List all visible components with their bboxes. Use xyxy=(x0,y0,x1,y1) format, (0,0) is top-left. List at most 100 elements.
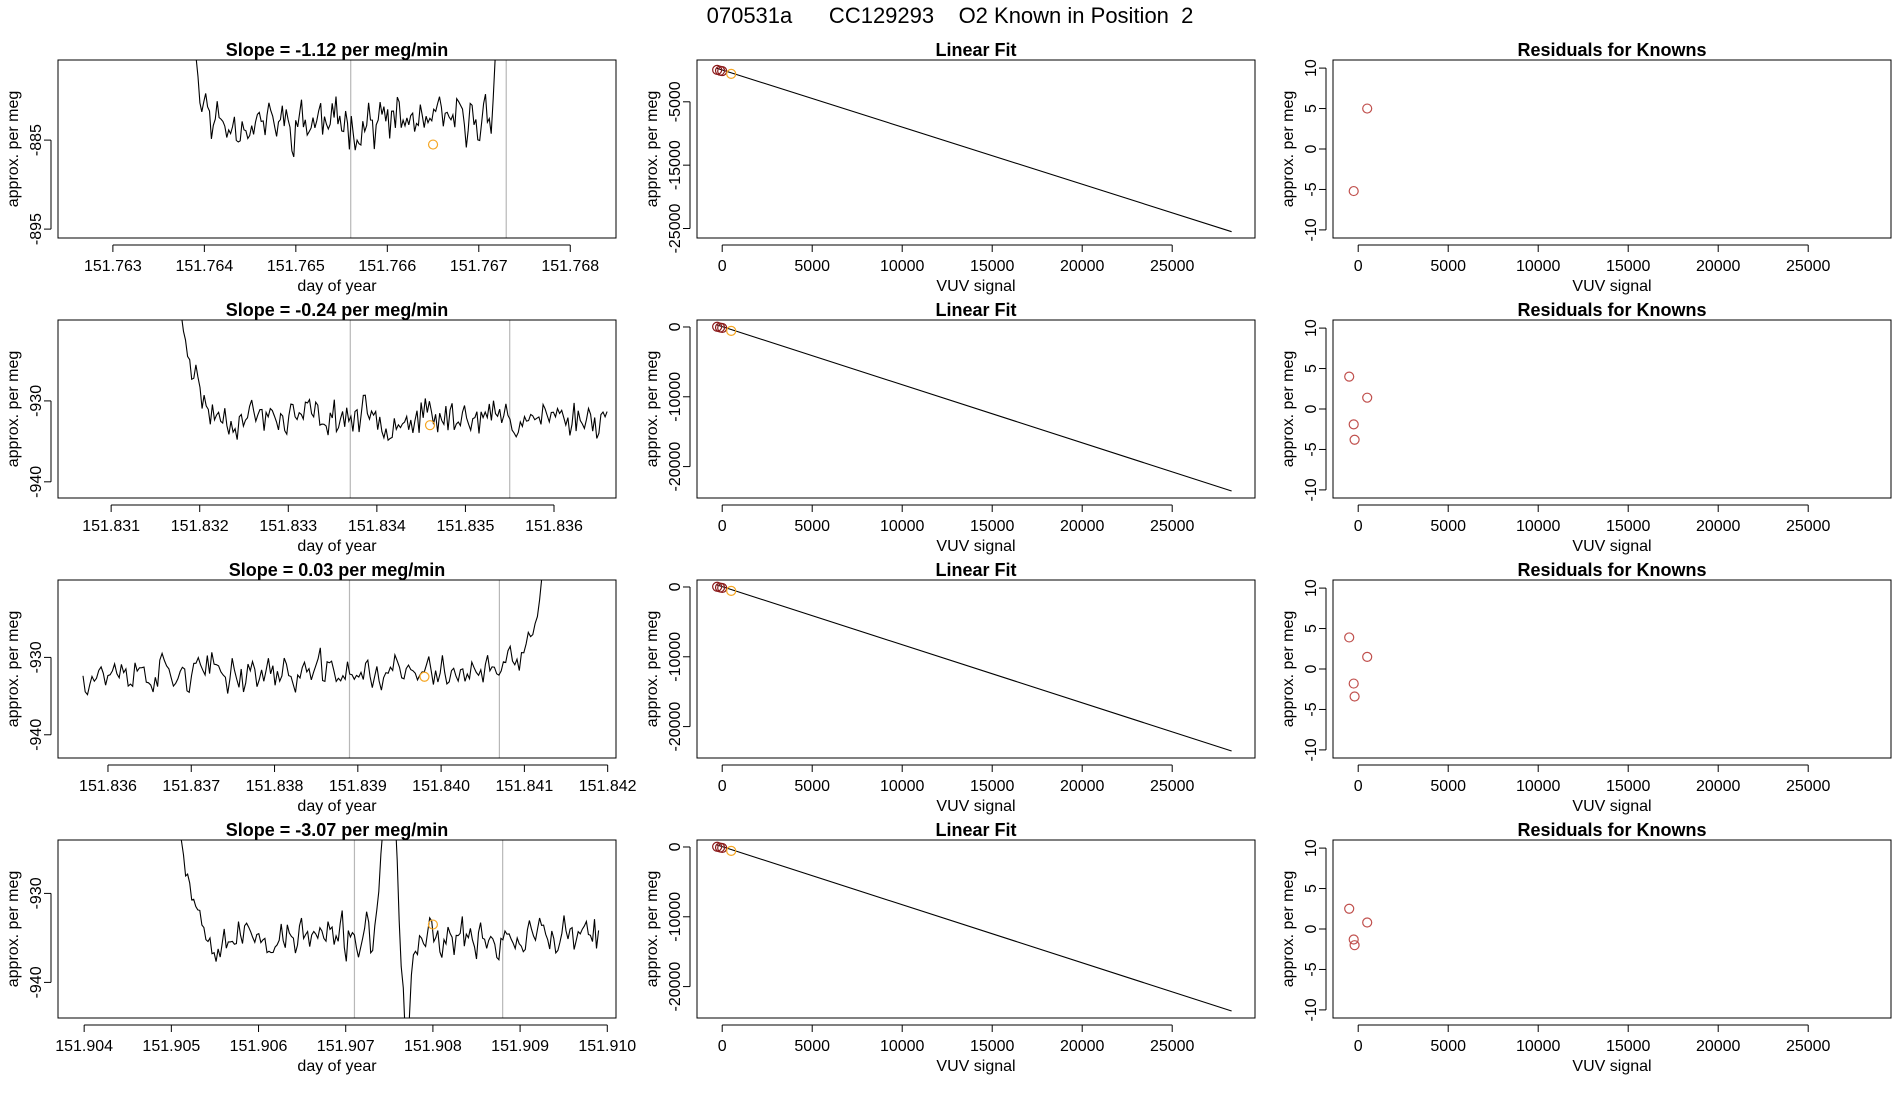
y-axis-label: approx. per meg xyxy=(644,351,661,468)
x-axis-label: VUV signal xyxy=(1572,798,1651,815)
x-tick-label: 151.835 xyxy=(437,518,495,535)
y-tick-label: -930 xyxy=(28,877,45,909)
y-tick-label: -10000 xyxy=(667,372,684,422)
x-tick-label: 15000 xyxy=(970,1038,1015,1055)
plot-area xyxy=(1344,632,1373,702)
x-tick-label: 20000 xyxy=(1696,778,1741,795)
x-tick-label: 5000 xyxy=(794,1038,830,1055)
y-axis-label: approx. per meg xyxy=(5,91,22,208)
x-tick-label: 0 xyxy=(1354,258,1363,275)
y-tick-label: 10 xyxy=(1303,839,1320,857)
x-tick-label: 151.910 xyxy=(578,1038,636,1055)
fit-line xyxy=(716,67,1232,233)
x-tick-label: 151.907 xyxy=(317,1038,375,1055)
x-tick-label: 0 xyxy=(1354,518,1363,535)
y-tick-label: -885 xyxy=(28,124,45,156)
x-tick-label: 151.840 xyxy=(412,778,470,795)
x-tick-label: 151.764 xyxy=(175,258,233,275)
x-tick-label: 151.838 xyxy=(246,778,304,795)
x-axis-label: VUV signal xyxy=(936,538,1015,555)
plot-area xyxy=(82,580,543,758)
x-tick-label: 10000 xyxy=(880,1038,925,1055)
plot-frame xyxy=(696,839,1256,1019)
fit-line xyxy=(716,844,1232,1012)
y-tick-label: -895 xyxy=(28,213,45,245)
x-axis-label: VUV signal xyxy=(1572,1058,1651,1075)
x-tick-label: 5000 xyxy=(794,258,830,275)
x-tick-label: 15000 xyxy=(1606,1038,1651,1055)
x-tick-label: 151.768 xyxy=(541,258,599,275)
y-tick-label: 0 xyxy=(667,322,684,331)
y-tick-label: -5 xyxy=(1303,442,1320,456)
x-tick-label: 5000 xyxy=(1430,258,1466,275)
x-tick-label: 151.763 xyxy=(84,258,142,275)
known-point xyxy=(717,842,728,854)
residual-point xyxy=(1362,103,1373,114)
x-tick-label: 25000 xyxy=(1150,518,1195,535)
y-tick-label: -940 xyxy=(28,966,45,998)
x-tick-label: 20000 xyxy=(1060,778,1105,795)
panel-slope-row-1: Slope = -1.12 per meg/min 151.763 151.764 1… xyxy=(5,40,617,295)
y-tick-label: -10 xyxy=(1303,218,1320,241)
residual-point xyxy=(1362,917,1373,928)
known-point xyxy=(717,65,728,77)
x-tick-label: 151.837 xyxy=(162,778,220,795)
x-tick-label: 20000 xyxy=(1060,518,1105,535)
y-tick-label: -5 xyxy=(1303,962,1320,976)
x-tick-label: 25000 xyxy=(1150,778,1195,795)
residual-point xyxy=(1344,903,1355,914)
x-tick-label: 0 xyxy=(718,518,727,535)
residual-point xyxy=(1344,371,1355,382)
x-tick-label: 25000 xyxy=(1150,258,1195,275)
x-tick-label: 10000 xyxy=(880,258,925,275)
panel-residuals-row-3: Residuals for Knowns 0 5000 10000 15000 20000… xyxy=(1280,560,1892,815)
y-tick-label: -5 xyxy=(1303,182,1320,196)
plot-frame xyxy=(57,839,617,1019)
plot-area xyxy=(195,60,507,238)
y-tick-label: -5000 xyxy=(667,81,684,122)
x-tick-label: 151.833 xyxy=(259,518,317,535)
plot-area xyxy=(180,840,600,1018)
x-tick-label: 20000 xyxy=(1060,1038,1105,1055)
x-tick-label: 151.905 xyxy=(142,1038,200,1055)
data-series-line xyxy=(181,320,608,442)
y-tick-label: 5 xyxy=(1303,884,1320,893)
plot-area xyxy=(1348,103,1373,197)
chart-title: Slope = 0.03 per meg/min xyxy=(229,560,446,580)
x-tick-label: 151.839 xyxy=(329,778,387,795)
plot-frame xyxy=(696,59,1256,239)
x-axis-label: day of year xyxy=(297,798,377,815)
x-tick-label: 151.832 xyxy=(171,518,229,535)
x-tick-label: 15000 xyxy=(970,258,1015,275)
y-tick-label: 10 xyxy=(1303,579,1320,597)
x-tick-label: 15000 xyxy=(1606,258,1651,275)
fit-line xyxy=(716,324,1232,492)
x-tick-label: 151.906 xyxy=(230,1038,288,1055)
y-tick-label: -930 xyxy=(28,641,45,673)
x-tick-label: 20000 xyxy=(1696,258,1741,275)
plot-frame xyxy=(57,319,617,499)
y-tick-label: -20000 xyxy=(667,442,684,492)
x-tick-label: 151.841 xyxy=(495,778,553,795)
y-tick-label: 5 xyxy=(1303,624,1320,633)
plot-frame xyxy=(1332,319,1892,499)
y-axis-label: approx. per meg xyxy=(1280,351,1297,468)
x-tick-label: 151.836 xyxy=(79,778,137,795)
x-axis-label: VUV signal xyxy=(936,1058,1015,1075)
x-tick-label: 5000 xyxy=(1430,1038,1466,1055)
highlight-point xyxy=(427,919,439,930)
plot-frame xyxy=(1332,839,1892,1019)
plot-frame xyxy=(57,579,617,759)
x-tick-label: 20000 xyxy=(1696,518,1741,535)
x-axis-label: VUV signal xyxy=(1572,278,1651,295)
plot-area xyxy=(1344,903,1373,951)
x-tick-label: 10000 xyxy=(1516,778,1561,795)
y-tick-label: 0 xyxy=(1303,924,1320,933)
residual-point xyxy=(1348,419,1359,430)
x-axis-label: day of year xyxy=(297,538,377,555)
panel-slope-row-4: Slope = -3.07 per meg/min 151.904 151.905 1… xyxy=(5,820,636,1075)
plot-frame xyxy=(57,59,617,239)
panel-fit-row-3: Linear Fit 0 5000 10000 15000 20000 25000 VUV s… xyxy=(644,560,1256,815)
y-axis-label: approx. per meg xyxy=(644,91,661,208)
